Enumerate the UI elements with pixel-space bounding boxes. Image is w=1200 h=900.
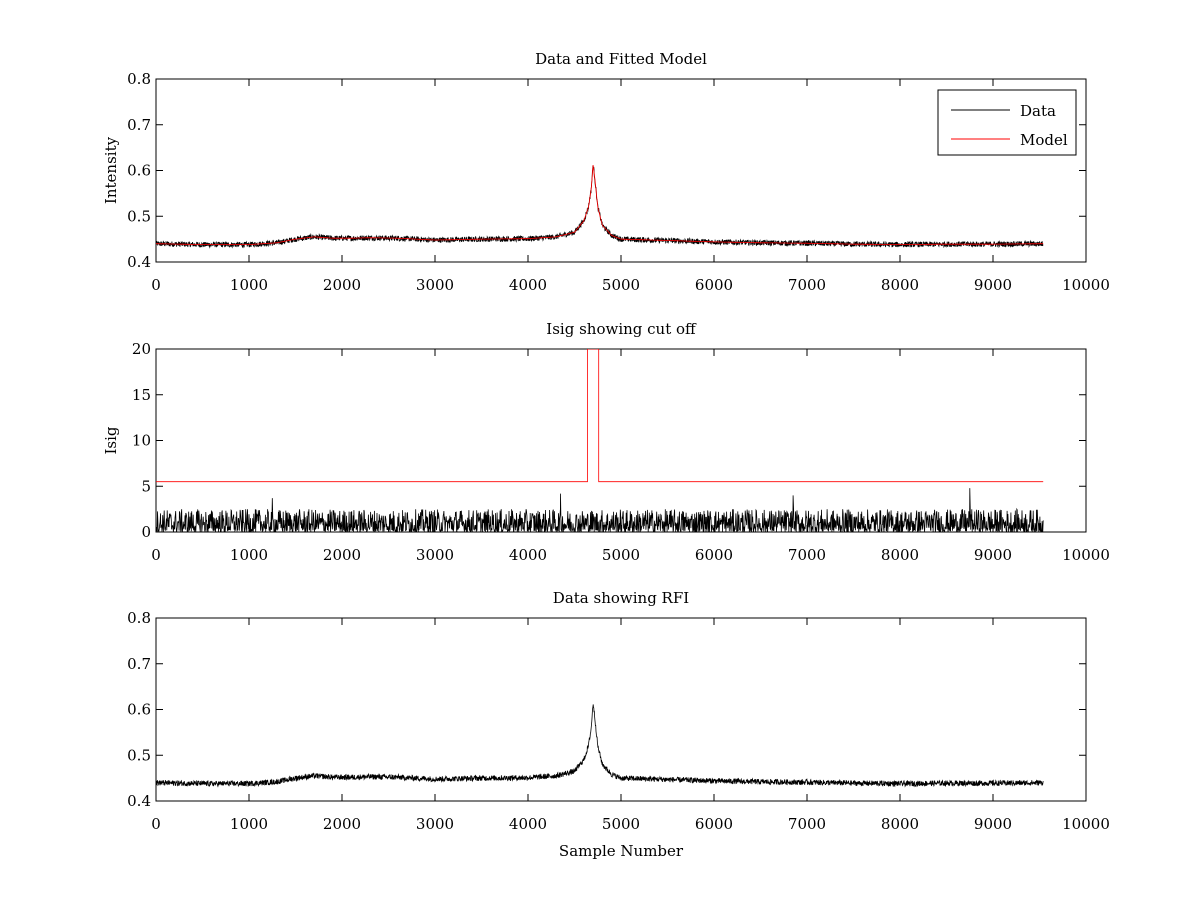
x-tick-label: 10000	[1062, 546, 1110, 564]
subplot-2: 0 1000 2000 3000 4000 5000 6000 7000 8000 9000 100…	[102, 320, 1110, 564]
x-tick-label: 10000	[1062, 276, 1110, 294]
series-line-isig	[156, 488, 1044, 532]
plot-area	[156, 164, 1044, 249]
x-axis-label: Sample Number	[559, 842, 684, 860]
y-tick-label: 0.7	[127, 116, 151, 134]
x-tick-label: 6000	[695, 815, 733, 833]
x-tick-label: 9000	[974, 815, 1012, 833]
x-tick-label: 6000	[695, 546, 733, 564]
x-tick-label: 3000	[416, 815, 454, 833]
y-tick-label: 0.7	[127, 655, 151, 673]
y-axis-label: Intensity	[102, 136, 120, 204]
subplot-1: 0 1000 2000 3000 4000 5000 6000 7000 8000 9000 100…	[102, 50, 1110, 294]
plot-area	[156, 349, 1044, 532]
y-tick-label: 20	[132, 340, 151, 358]
x-tick-label: 4000	[509, 546, 547, 564]
series-line-data	[156, 704, 1044, 788]
x-tick-label: 3000	[416, 546, 454, 564]
y-tick-label: 5	[141, 477, 151, 495]
x-tick-label: 7000	[788, 546, 826, 564]
x-tick-label: 4000	[509, 276, 547, 294]
x-tick-label: 1000	[230, 276, 268, 294]
x-tick-label: 2000	[323, 546, 361, 564]
series-line-cut-off	[156, 349, 1044, 483]
x-tick-label: 1000	[230, 815, 268, 833]
x-tick-label: 4000	[509, 815, 547, 833]
x-tick-label: 5000	[602, 815, 640, 833]
x-tick-label: 1000	[230, 546, 268, 564]
y-tick-label: 0	[141, 523, 151, 541]
x-tick-label: 9000	[974, 546, 1012, 564]
y-tick-label: 0.5	[127, 207, 151, 225]
chart-title: Isig showing cut off	[546, 320, 697, 338]
x-tick-label: 5000	[602, 546, 640, 564]
x-tick-label: 8000	[881, 815, 919, 833]
x-tick-label: 6000	[695, 276, 733, 294]
y-tick-label: 0.6	[127, 701, 151, 719]
x-tick-label: 7000	[788, 815, 826, 833]
y-tick-label: 0.5	[127, 746, 151, 764]
x-tick-label: 2000	[323, 276, 361, 294]
chart-title: Data showing RFI	[553, 589, 689, 607]
x-tick-label: 5000	[602, 276, 640, 294]
axes-box	[155, 617, 1087, 802]
axes-box	[155, 348, 1087, 533]
plot-area	[156, 704, 1044, 788]
y-axis-label: Isig	[102, 426, 120, 454]
y-tick-label: 15	[132, 386, 151, 404]
y-tick-label: 0.4	[127, 792, 151, 810]
x-tick-label: 0	[151, 276, 161, 294]
x-tick-label: 0	[151, 815, 161, 833]
x-tick-label: 8000	[881, 546, 919, 564]
y-tick-label: 0.8	[127, 70, 151, 88]
legend-label: Model	[1020, 131, 1068, 149]
legend: Data Model	[937, 89, 1077, 156]
series-line-data	[156, 165, 1044, 249]
x-tick-label: 10000	[1062, 815, 1110, 833]
y-tick-label: 10	[132, 432, 151, 450]
y-tick-label: 0.8	[127, 609, 151, 627]
x-tick-label: 8000	[881, 276, 919, 294]
y-tick-label: 0.4	[127, 253, 151, 271]
x-tick-label: 2000	[323, 815, 361, 833]
x-tick-label: 9000	[974, 276, 1012, 294]
series-line-model	[156, 164, 1044, 245]
x-tick-label: 3000	[416, 276, 454, 294]
x-tick-label: 7000	[788, 276, 826, 294]
chart-title: Data and Fitted Model	[535, 50, 707, 68]
x-tick-label: 0	[151, 546, 161, 564]
legend-box	[937, 89, 1077, 156]
y-tick-label: 0.6	[127, 162, 151, 180]
legend-label: Data	[1020, 102, 1056, 120]
subplot-3: 0 1000 2000 3000 4000 5000 6000 7000 8000 9000 100…	[127, 589, 1110, 860]
